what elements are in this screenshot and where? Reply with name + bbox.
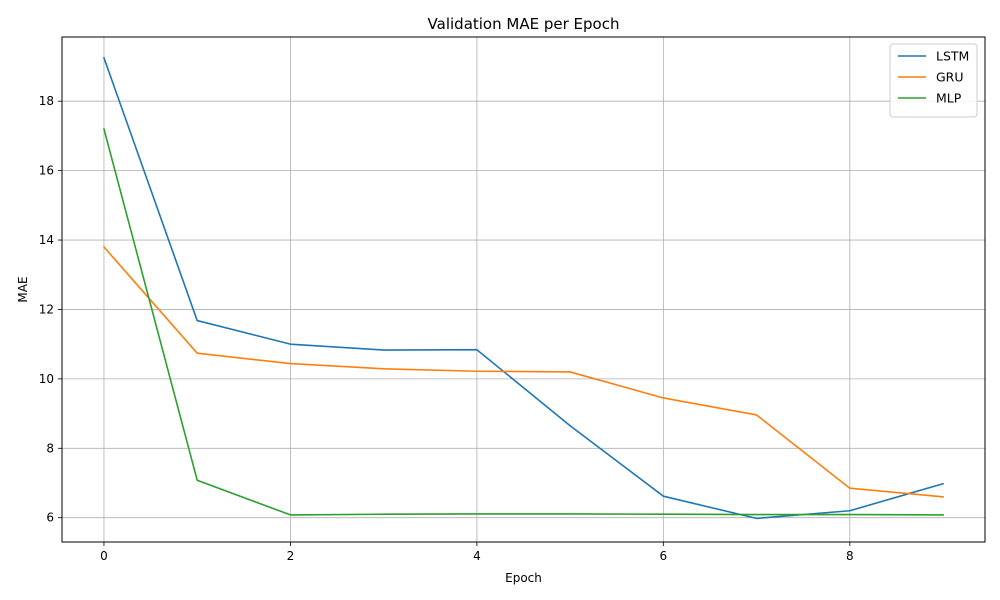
x-tick-label: 6 bbox=[660, 549, 668, 563]
x-tick-label: 2 bbox=[287, 549, 295, 563]
legend-label-mlp: MLP bbox=[936, 91, 962, 106]
y-tick-label: 16 bbox=[39, 164, 54, 178]
y-axis-label: MAE bbox=[16, 276, 30, 302]
x-tick-label: 4 bbox=[473, 549, 481, 563]
series-line-mlp bbox=[102, 128, 944, 516]
y-tick-label: 14 bbox=[39, 233, 54, 247]
x-tick-label: 8 bbox=[846, 549, 854, 563]
series-line-gru bbox=[102, 245, 944, 498]
y-tick-label: 10 bbox=[39, 372, 54, 386]
series-lines bbox=[102, 56, 945, 520]
axis-ticks: 0 2 4 6 8 6 8 10 12 14 16 18 bbox=[39, 94, 854, 563]
x-axis-label: Epoch bbox=[505, 571, 542, 585]
plot-frame bbox=[61, 36, 986, 543]
y-tick-label: 6 bbox=[46, 511, 54, 525]
y-tick-label: 12 bbox=[39, 302, 54, 316]
chart-title: Validation MAE per Epoch bbox=[428, 15, 620, 33]
legend-label-gru: GRU bbox=[936, 70, 964, 85]
grid-lines bbox=[62, 37, 985, 542]
y-tick-label: 8 bbox=[46, 441, 54, 455]
legend: LSTM GRU MLP bbox=[889, 43, 978, 118]
x-tick-label: 0 bbox=[100, 549, 108, 563]
legend-label-lstm: LSTM bbox=[936, 49, 969, 64]
y-tick-label: 18 bbox=[39, 94, 54, 108]
